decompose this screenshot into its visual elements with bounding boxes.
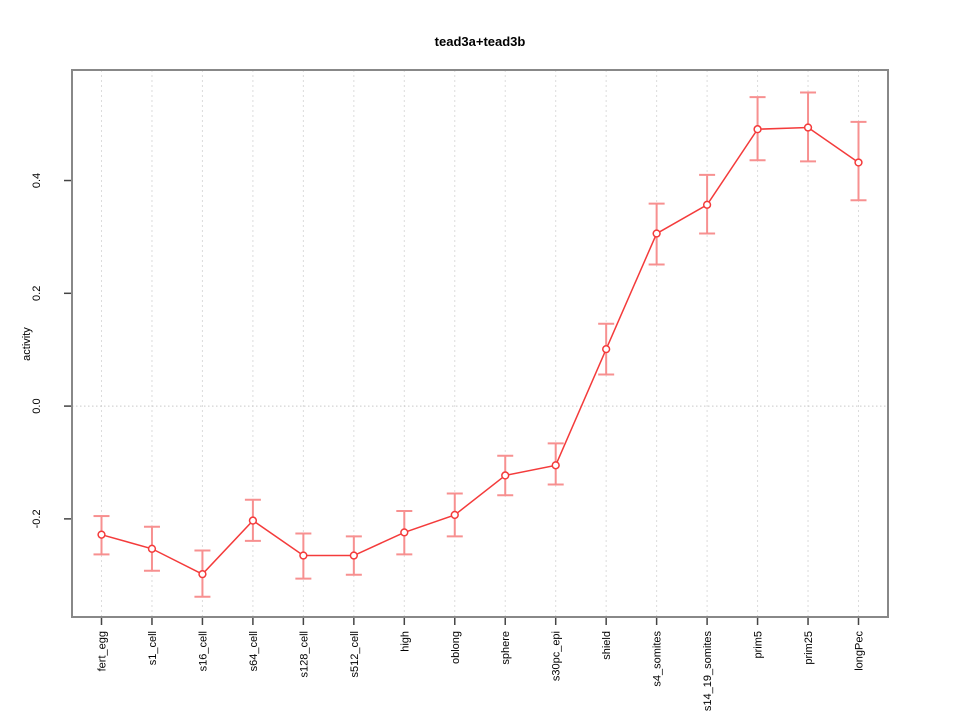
x-tick-label: sphere — [500, 631, 512, 665]
data-point — [147, 544, 157, 553]
x-tick-label: s14_19_somites — [702, 631, 714, 712]
x-tick-label: s512_cell — [349, 631, 361, 677]
y-tick-label: 0.2 — [31, 286, 43, 301]
x-tick-label: s30pc_epi — [551, 631, 563, 681]
data-point — [299, 551, 308, 560]
data-point — [349, 551, 358, 560]
x-tick-label: high — [399, 631, 411, 652]
data-point — [753, 125, 762, 134]
data-point — [198, 569, 207, 579]
data-point — [450, 510, 459, 520]
data-point — [501, 471, 510, 480]
data-point — [602, 344, 611, 354]
x-tick-label: prim25 — [803, 631, 815, 665]
data-point — [702, 200, 712, 209]
x-tick-label: fert_egg — [97, 631, 109, 671]
plot-border — [71, 69, 889, 618]
y-tick-label: 0.4 — [31, 173, 43, 188]
x-tick-label: s4_somites — [652, 631, 664, 687]
x-tick-label: oblong — [450, 631, 462, 664]
data-point — [854, 158, 863, 167]
y-tick-label: -0.2 — [31, 509, 43, 528]
x-tick-label: s1_cell — [147, 631, 159, 665]
series-line — [101, 126, 859, 576]
data-point — [551, 461, 560, 470]
data-point — [248, 516, 258, 525]
data-point — [400, 528, 409, 537]
x-tick-label: s16_cell — [197, 631, 209, 671]
x-tick-label: s128_cell — [298, 631, 310, 677]
y-tick-label: 0.0 — [31, 398, 43, 413]
x-tick-label: longPec — [854, 631, 866, 671]
chart-title: tead3a+tead3b — [434, 34, 526, 49]
data-point — [803, 123, 813, 132]
data-point — [652, 229, 661, 238]
data-point — [97, 530, 106, 539]
x-tick-label: shield — [601, 631, 613, 660]
x-tick-label: s64_cell — [248, 631, 260, 671]
y-axis-label: activity — [21, 327, 33, 361]
x-tick-label: prim5 — [753, 631, 765, 659]
